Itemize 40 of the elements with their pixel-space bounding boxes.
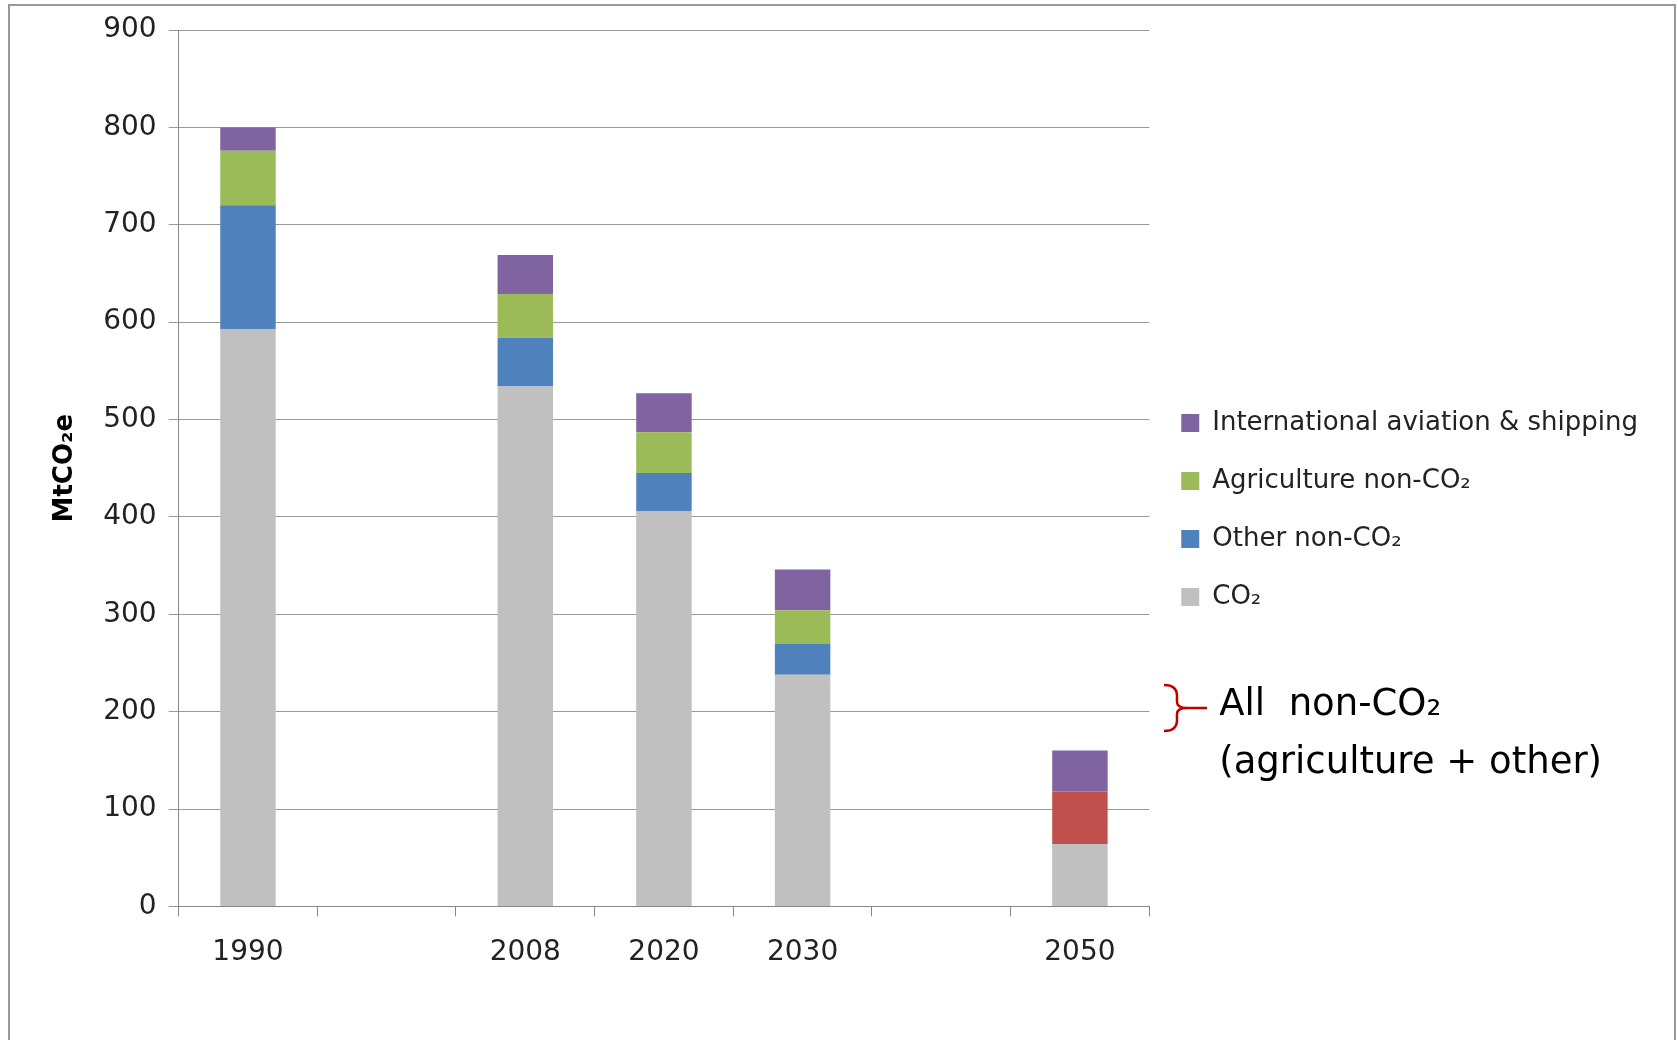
bar: [636, 393, 692, 433]
bar: [220, 150, 276, 206]
x-tick-label: 2030: [766, 934, 839, 968]
bar: [774, 674, 831, 906]
legend-label: CO₂: [1212, 579, 1262, 610]
legend-label: Agriculture non-CO₂: [1212, 463, 1471, 494]
y-tick-label: 900: [103, 11, 157, 45]
bar: [497, 386, 554, 906]
bar: [1052, 791, 1108, 845]
x-tick-label: 2020: [628, 934, 700, 968]
bar: [636, 473, 692, 512]
bar: [497, 293, 554, 338]
bar: [220, 127, 276, 151]
bar: [636, 432, 692, 474]
y-tick-label: 100: [103, 790, 157, 824]
y-tick-label: 0: [138, 887, 157, 921]
y-tick-label: 800: [103, 108, 157, 142]
y-tick-label: 600: [103, 303, 157, 337]
bar: [1052, 844, 1108, 906]
x-tick-label: 2050: [1044, 934, 1116, 968]
y-tick-label: 700: [103, 206, 157, 240]
y-tick-label: 300: [103, 595, 157, 629]
bar: [1052, 750, 1108, 792]
text: All non-CO₂ (agriculture + other): [1219, 679, 1603, 784]
legend-label: International aviation & shipping: [1212, 405, 1638, 436]
bar: [774, 610, 831, 644]
bar: [220, 205, 276, 329]
y-tick-label: 400: [103, 498, 157, 532]
bar: [636, 511, 692, 906]
x-tick-label: 2008: [489, 934, 561, 968]
y-tick-label: 200: [103, 692, 157, 726]
bar: [774, 643, 831, 675]
y-axis-title: MtCO₂e: [48, 413, 79, 523]
bar: [220, 328, 276, 906]
bar: [497, 254, 554, 294]
bar: [497, 337, 554, 387]
x-tick-label: 1990: [212, 934, 284, 968]
bar: [774, 569, 831, 611]
legend-label: Other non-CO₂: [1212, 521, 1402, 552]
y-tick-label: 500: [103, 400, 157, 434]
